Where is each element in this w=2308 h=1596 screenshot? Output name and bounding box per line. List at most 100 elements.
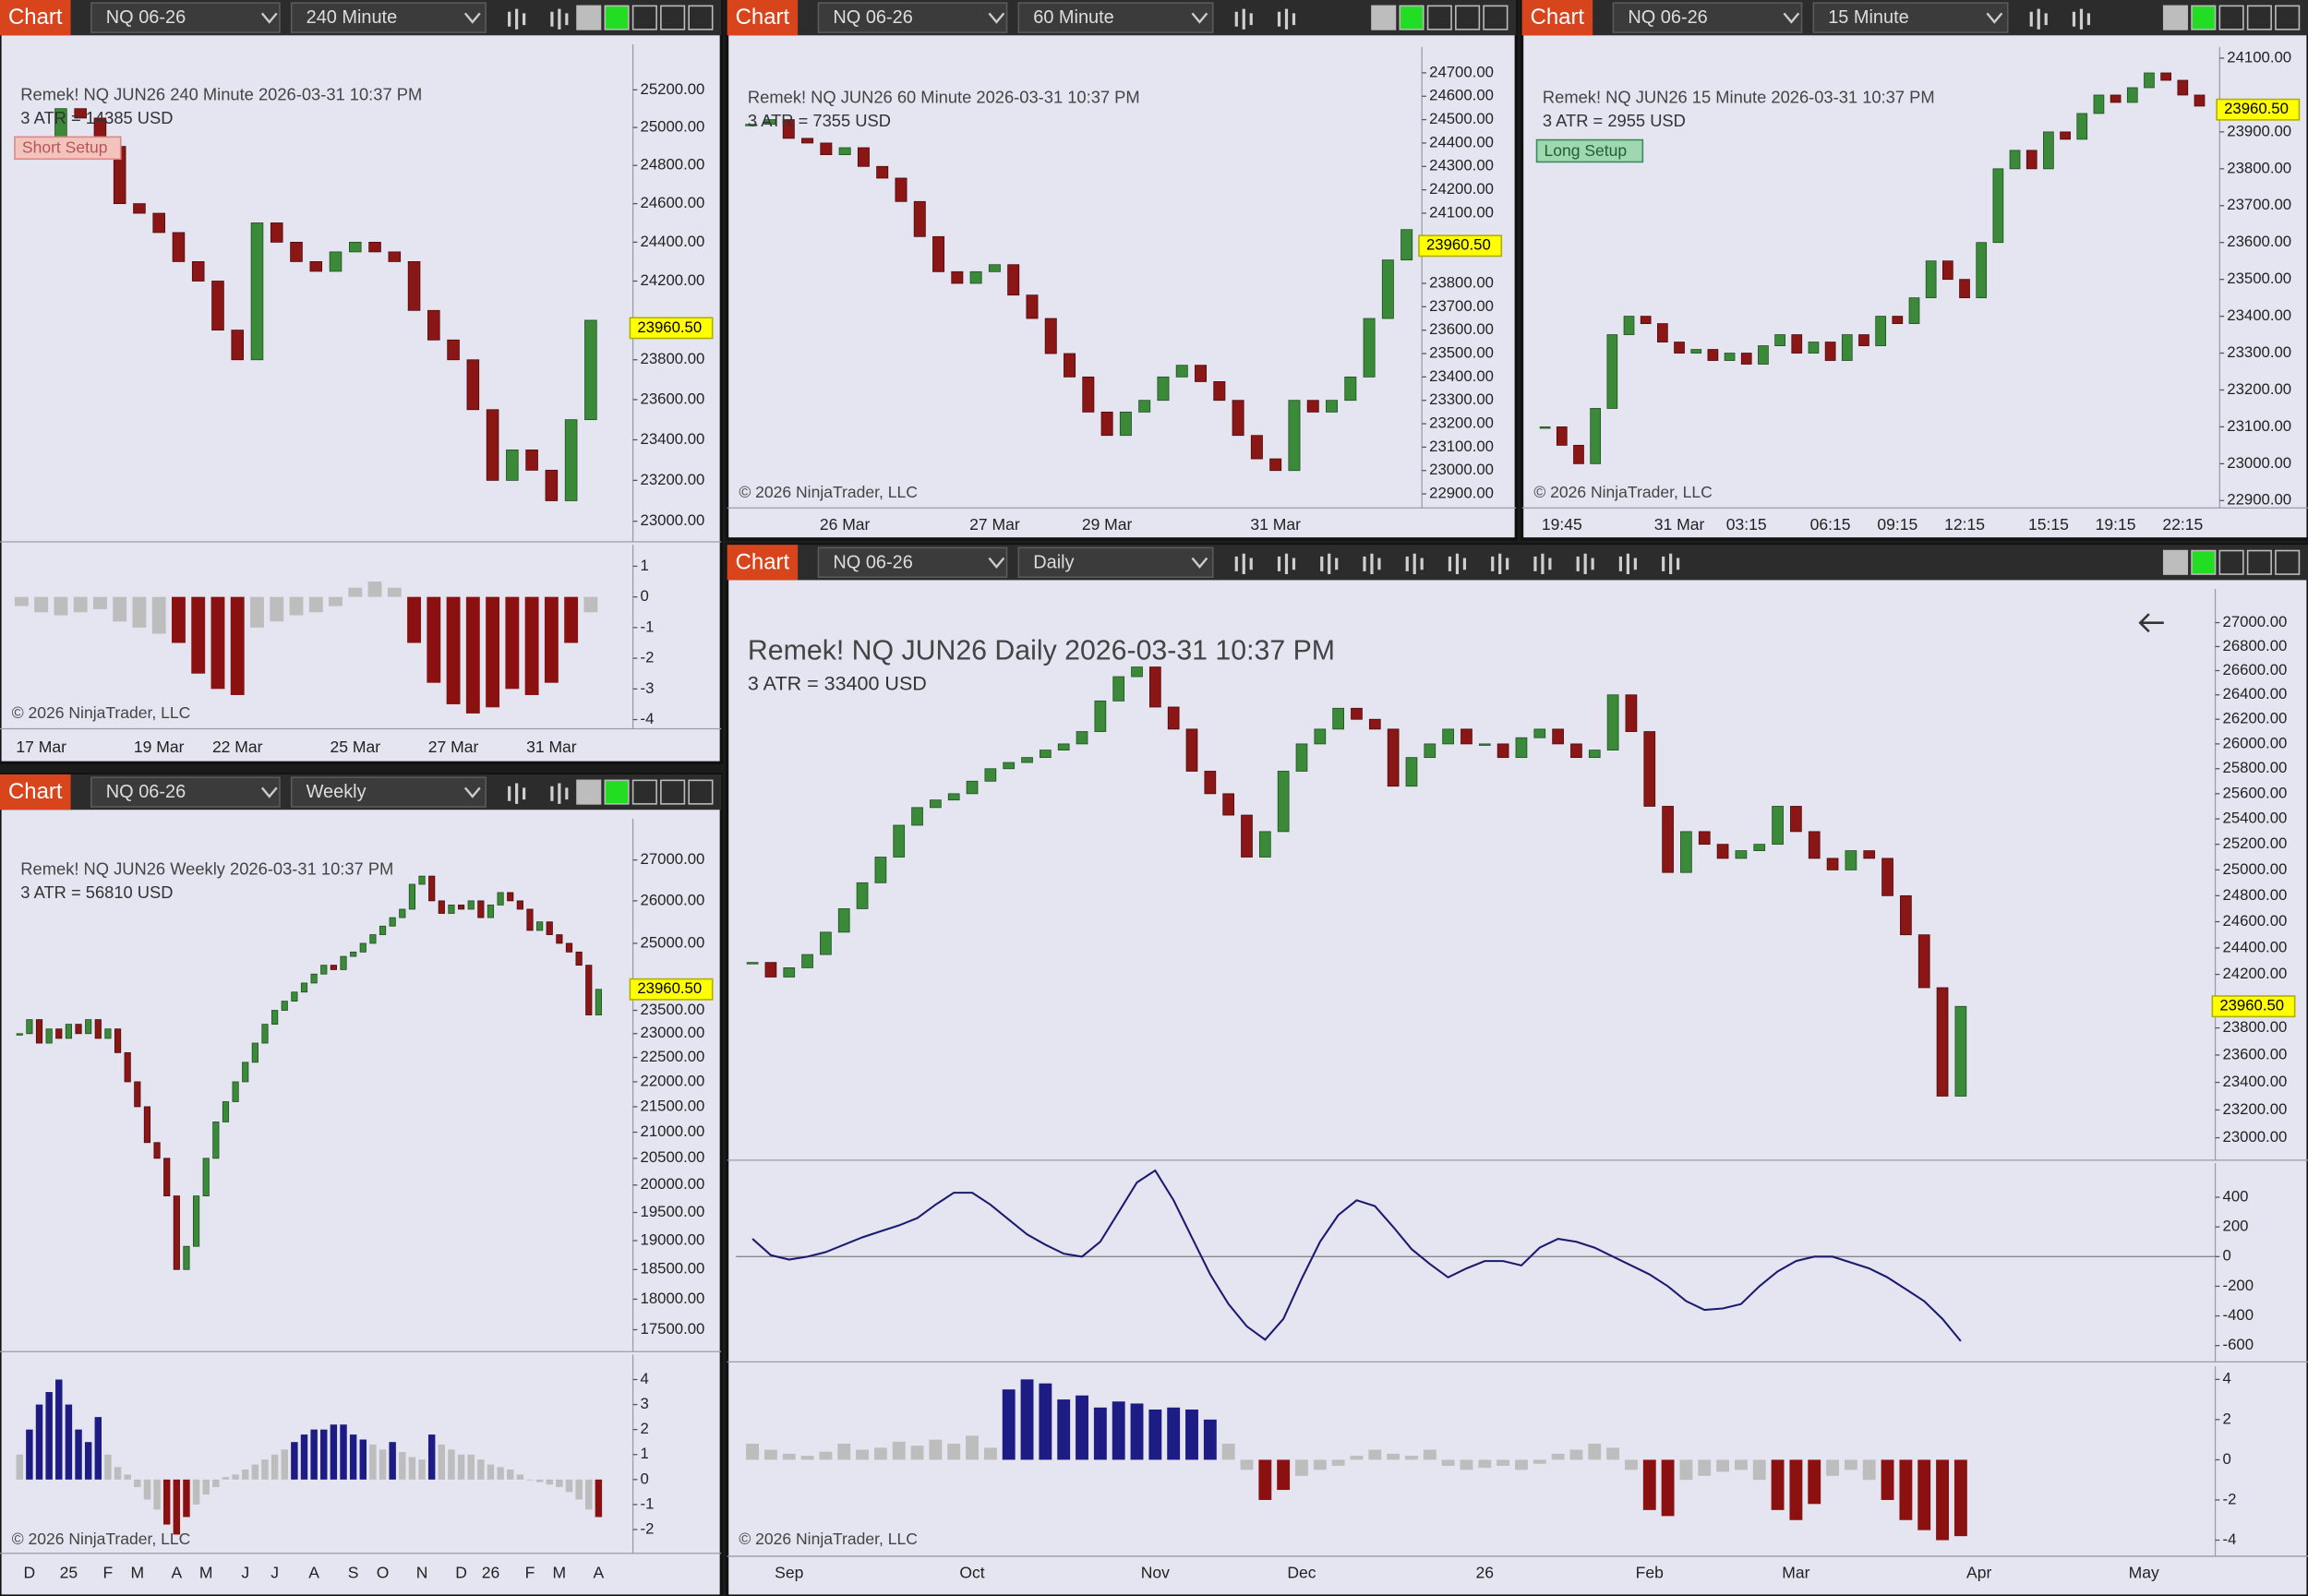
candle — [1643, 731, 1656, 807]
candle — [191, 260, 205, 282]
toolbar-icon[interactable] — [1363, 553, 1381, 575]
histogram-bar — [1917, 1459, 1931, 1530]
toolbar-icon[interactable] — [2072, 8, 2091, 30]
window-button[interactable] — [2218, 5, 2244, 30]
window-button[interactable] — [631, 5, 657, 30]
window-button[interactable] — [1426, 5, 1452, 30]
y-tick-label: 23100.00 — [1429, 438, 1494, 455]
window-button[interactable] — [2162, 5, 2189, 30]
indicator-panel: 1 0 -1 -2 -3 -4 — [0, 545, 722, 730]
timeframe-selector[interactable] — [1017, 2, 1214, 33]
window-button[interactable] — [2246, 5, 2272, 30]
toolbar-icon[interactable] — [1234, 8, 1253, 30]
toolbar-icon[interactable] — [1277, 553, 1296, 575]
candle — [1057, 743, 1070, 750]
histogram-bar — [1515, 1459, 1528, 1470]
toolbar-icon[interactable] — [550, 783, 569, 804]
candle — [94, 1019, 102, 1039]
chart-tab[interactable] — [0, 0, 71, 36]
histogram-bar — [212, 1479, 220, 1487]
histogram-bar — [1331, 1459, 1345, 1466]
candle — [1845, 850, 1857, 870]
y-tick-label: 24400.00 — [1429, 133, 1494, 150]
y-tick-label: 20500.00 — [641, 1148, 705, 1166]
instrument-selector[interactable] — [90, 2, 281, 33]
toolbar-icon[interactable] — [508, 783, 526, 804]
chart-tab[interactable] — [727, 545, 799, 581]
window-button[interactable] — [2191, 5, 2217, 30]
window-button[interactable] — [604, 5, 630, 30]
last-price-tag — [2211, 995, 2296, 1018]
back-arrow[interactable] — [2138, 613, 2164, 633]
instrument-selector[interactable] — [817, 2, 1008, 33]
window-button[interactable] — [688, 779, 714, 805]
oscillator-panel: 400 200 0 -200 -400 -600 — [727, 1163, 2308, 1363]
window-button[interactable] — [576, 779, 602, 805]
chart-tab-label: Chart — [1531, 5, 1585, 30]
window-button[interactable] — [1399, 5, 1424, 30]
instrument-selector[interactable] — [1612, 2, 1803, 33]
timeframe-selector[interactable] — [290, 776, 487, 808]
toolbar-icon[interactable] — [1576, 553, 1594, 575]
last-price-label: 23960.50 — [2224, 100, 2289, 117]
histogram-bar — [1002, 1389, 1016, 1460]
toolbar-icon[interactable] — [2029, 8, 2048, 30]
toolbar-icon[interactable] — [1405, 553, 1424, 575]
chart-tab[interactable] — [0, 774, 71, 810]
toolbar-icon[interactable] — [1448, 553, 1467, 575]
window-button[interactable] — [2246, 549, 2272, 575]
window-button[interactable] — [2162, 549, 2189, 575]
window-button[interactable] — [631, 779, 657, 805]
x-tick-label: 06:15 — [1810, 515, 1851, 534]
window-button[interactable] — [604, 779, 630, 805]
candle — [1556, 426, 1568, 446]
toolbar-icon[interactable] — [550, 8, 569, 30]
window-button[interactable] — [660, 5, 686, 30]
instrument-selector[interactable] — [90, 776, 281, 808]
timeframe-selector[interactable] — [1812, 2, 2009, 33]
window-button[interactable] — [688, 5, 714, 30]
histogram-bar — [800, 1456, 814, 1460]
histogram-bar — [73, 596, 88, 613]
candle — [1698, 831, 1711, 846]
dropdown-arrow — [463, 12, 481, 24]
candle — [2009, 150, 2021, 170]
y-tick-label: 23300.00 — [1429, 390, 1494, 408]
toolbar-icon[interactable] — [1234, 553, 1253, 575]
histogram-bar — [837, 1444, 851, 1460]
x-tick-label: Dec — [1287, 1564, 1316, 1582]
window-button[interactable] — [1371, 5, 1397, 30]
window-button[interactable] — [2275, 549, 2301, 575]
instrument-selector[interactable] — [817, 546, 1008, 579]
histogram-bar — [173, 1479, 181, 1535]
candle — [349, 241, 362, 253]
chart-tab[interactable] — [1521, 0, 1593, 36]
window-button[interactable] — [2191, 549, 2217, 575]
toolbar-icon[interactable] — [1618, 553, 1637, 575]
window-button[interactable] — [2275, 5, 2301, 30]
toolbar-icon[interactable] — [1491, 553, 1509, 575]
chart-tab[interactable] — [727, 0, 799, 36]
candle — [427, 309, 440, 341]
window-button[interactable] — [2218, 549, 2244, 575]
toolbar-icon[interactable] — [1320, 553, 1339, 575]
toolbar-icon[interactable] — [1662, 553, 1680, 575]
toolbar-icon[interactable] — [1533, 553, 1552, 575]
oscillator-line — [751, 1169, 1962, 1342]
y-tick-label: 23200.00 — [641, 471, 705, 488]
window-button[interactable] — [1455, 5, 1481, 30]
toolbar-icon[interactable] — [1277, 8, 1296, 30]
chart-tab-label: Chart — [736, 549, 790, 574]
timeframe-selector[interactable] — [1017, 546, 1214, 579]
timeframe-selector[interactable] — [290, 2, 487, 33]
candle — [486, 409, 499, 481]
x-tick-label: 29 Mar — [1082, 515, 1133, 534]
histogram-bar — [418, 1459, 426, 1480]
window-button[interactable] — [576, 5, 602, 30]
toolbar-icon[interactable] — [508, 8, 526, 30]
histogram-bar — [575, 1479, 583, 1500]
window-button[interactable] — [660, 779, 686, 805]
histogram-bar — [1936, 1459, 1949, 1541]
window-button[interactable] — [1483, 5, 1509, 30]
